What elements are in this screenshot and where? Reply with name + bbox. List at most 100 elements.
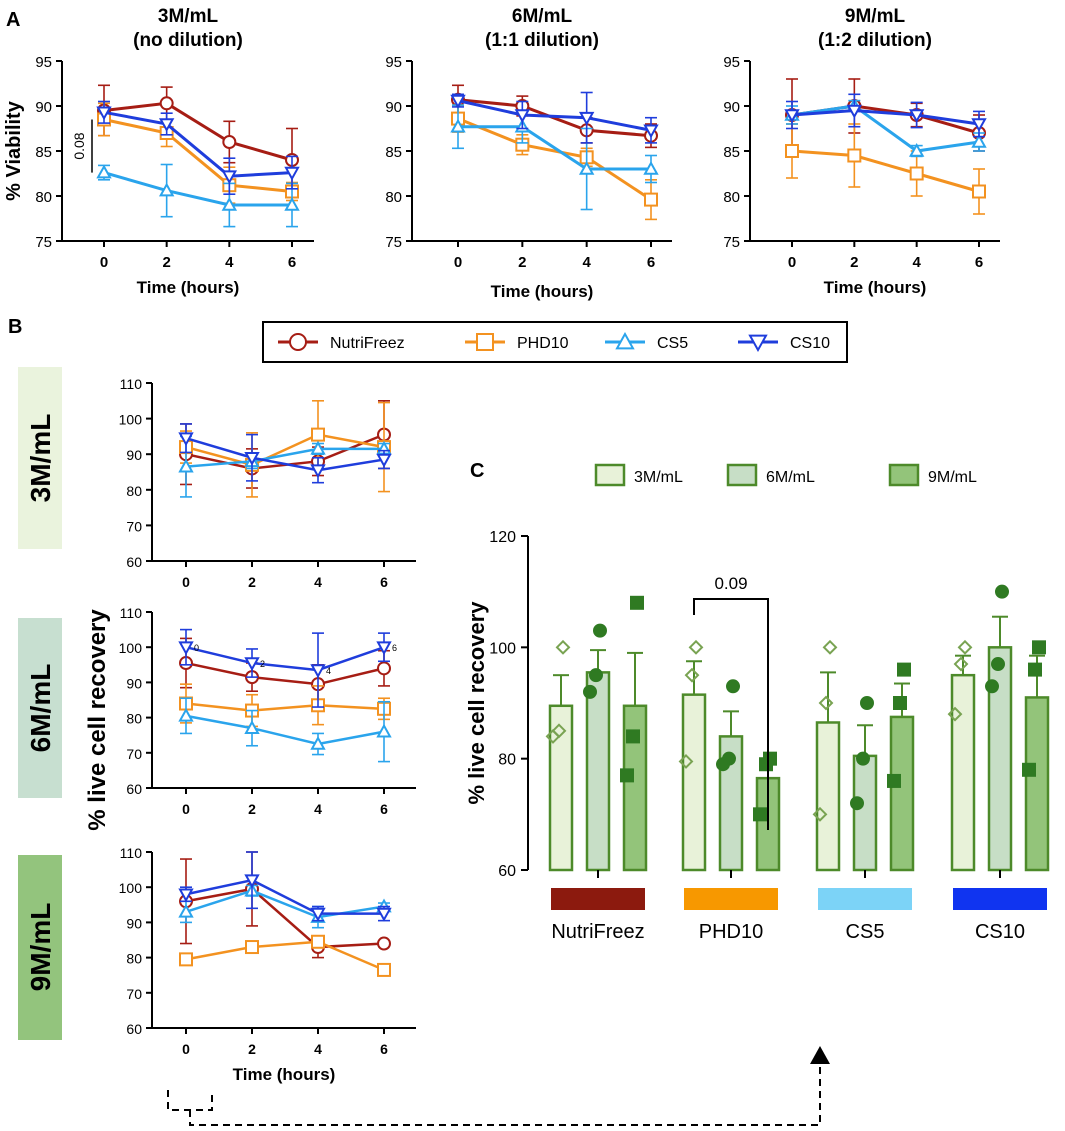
series-line-cs10 [185,878,384,915]
point-cs10 [578,111,595,126]
legend-label-cs5: CS5 [657,335,688,352]
series-line-cs10 [791,108,980,126]
y-tick-label: 110 [120,376,143,392]
bar-3mml-cs10 [950,673,976,872]
x-tick-label: 6 [288,254,296,271]
y-tick-label: 95 [35,54,52,71]
x-tick-label: 4 [912,254,921,271]
y-tick-label: 80 [498,752,516,769]
data-point [545,728,561,744]
category-label: CS5 [846,921,885,943]
y-tick-label: 90 [35,99,52,116]
series-line-cs5 [791,104,980,153]
series-legend: NutriFreez PHD10 CS5 CS10 [262,321,848,363]
data-point [753,807,767,822]
significance-bracket [693,598,769,830]
legend-marker-nutrifreez [289,333,307,351]
series-line-cs10 [103,110,293,178]
point-phd10 [644,192,658,207]
series-line-nutrifreez [457,98,652,138]
data-point [593,623,607,638]
point-cs10 [908,109,925,124]
data-point [887,773,901,788]
row-tag-3m-label: 3M/mL [25,414,56,503]
y-tick-label: 120 [489,529,516,546]
point-nutrifreez [222,135,237,149]
y-tick-label: 80 [35,189,52,206]
point-cs10 [244,451,260,466]
y-axis-label: % live cell recovery [464,601,489,805]
point-cs5 [971,133,987,148]
bar-3mml-phd10 [681,693,707,872]
row-tag-6m-label: 6M/mL [25,664,56,753]
y-tick-label: 90 [126,447,142,463]
x-tick-label: 2 [162,254,170,271]
series-line-phd10 [185,433,385,467]
y-tick-label: 80 [126,483,142,499]
y-tick-label: 100 [489,640,516,657]
x-tick-label: 6 [380,574,388,590]
x-tick-label: 0 [182,1041,190,1057]
point-nutrifreez [377,936,391,951]
y-tick-label: 100 [119,880,143,896]
x-tick-label: 0 [182,574,190,590]
point-cs10 [178,432,194,447]
x-tick-label: 6 [380,801,388,817]
point-cs5 [450,118,466,133]
y-tick-label: 85 [385,144,402,161]
data-point [995,584,1009,599]
point-cs5 [178,707,194,722]
x-tick-label: 4 [314,574,322,590]
series-line-phd10 [791,149,980,193]
category-block-phd10 [684,888,778,910]
category-label: PHD10 [699,921,763,943]
series-line-cs10 [457,99,652,132]
category-block-nutrifreez [551,888,645,910]
point-cs10 [244,657,260,672]
y-tick-label: 60 [126,554,142,570]
y-tick-label: 75 [385,234,402,251]
y-tick-label: 70 [126,986,142,1002]
point-cs10 [310,464,326,479]
point-cs5 [643,160,659,175]
point-cs5 [284,196,300,211]
y-tick-label: 100 [119,412,143,428]
y-tick-label: 85 [35,144,52,161]
point-cs5 [178,903,194,918]
y-tick-label: 70 [126,518,142,534]
chart-title: 6M/mL [512,6,573,27]
series-line-phd10 [185,940,385,972]
point-label: 6 [392,643,397,653]
point-cs5 [578,160,595,175]
y-tick-label: 60 [126,1021,142,1037]
point-cs5 [244,720,260,734]
legend-marker-cs10 [748,334,768,353]
point-phd10 [179,952,193,967]
x-tick-label: 2 [248,1041,256,1057]
data-point [589,668,603,683]
point-cs10 [96,106,112,121]
point-cs10 [376,641,392,656]
y-tick-label: 80 [126,951,142,967]
data-point [818,695,834,711]
y-tick-label: 110 [120,845,143,861]
point-cs10 [514,109,531,124]
x-tick-label: 0 [454,254,462,271]
category-block-cs5 [818,888,912,910]
y-tick-label: 80 [385,189,402,206]
legend-label-phd10: PHD10 [517,335,569,352]
point-phd10 [377,962,391,977]
x-tick-label: 6 [975,254,983,271]
data-point [716,757,730,772]
point-cs10 [846,104,863,119]
y-tick-label: 100 [119,640,143,656]
point-cs10 [244,874,260,889]
series-line-cs5 [185,889,385,919]
bar-6mml-cs5 [852,754,878,872]
x-tick-label: 0 [788,254,796,271]
point-cs5 [908,142,925,157]
category-block-cs10 [953,888,1047,910]
category-label: NutriFreez [551,921,644,943]
point-label: 0 [194,643,199,653]
legend-swatch [888,463,920,487]
